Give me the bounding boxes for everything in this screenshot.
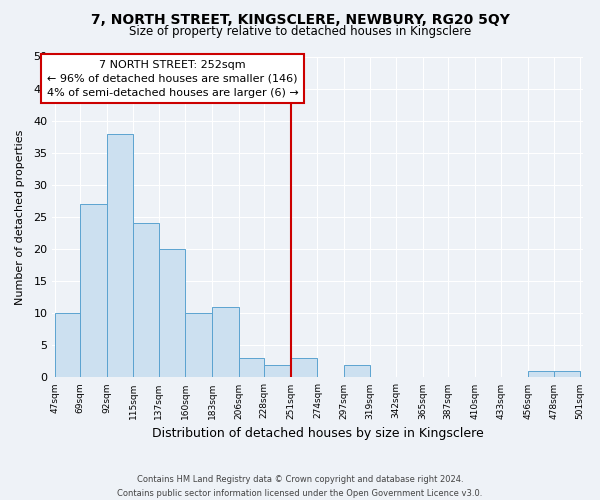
- Bar: [107, 134, 133, 378]
- Bar: [80, 204, 107, 378]
- Bar: [554, 371, 580, 378]
- Text: 7, NORTH STREET, KINGSCLERE, NEWBURY, RG20 5QY: 7, NORTH STREET, KINGSCLERE, NEWBURY, RG…: [91, 12, 509, 26]
- Text: 7 NORTH STREET: 252sqm
← 96% of detached houses are smaller (146)
4% of semi-det: 7 NORTH STREET: 252sqm ← 96% of detached…: [47, 60, 299, 98]
- Bar: [212, 307, 239, 378]
- Bar: [55, 313, 80, 378]
- Bar: [528, 371, 554, 378]
- Text: Contains HM Land Registry data © Crown copyright and database right 2024.
Contai: Contains HM Land Registry data © Crown c…: [118, 476, 482, 498]
- Bar: [291, 358, 317, 378]
- Text: Size of property relative to detached houses in Kingsclere: Size of property relative to detached ho…: [129, 25, 471, 38]
- X-axis label: Distribution of detached houses by size in Kingsclere: Distribution of detached houses by size …: [152, 427, 484, 440]
- Bar: [264, 364, 291, 378]
- Bar: [133, 224, 159, 378]
- Bar: [239, 358, 264, 378]
- Bar: [185, 313, 212, 378]
- Bar: [159, 249, 185, 378]
- Bar: [344, 364, 370, 378]
- Y-axis label: Number of detached properties: Number of detached properties: [15, 130, 25, 304]
